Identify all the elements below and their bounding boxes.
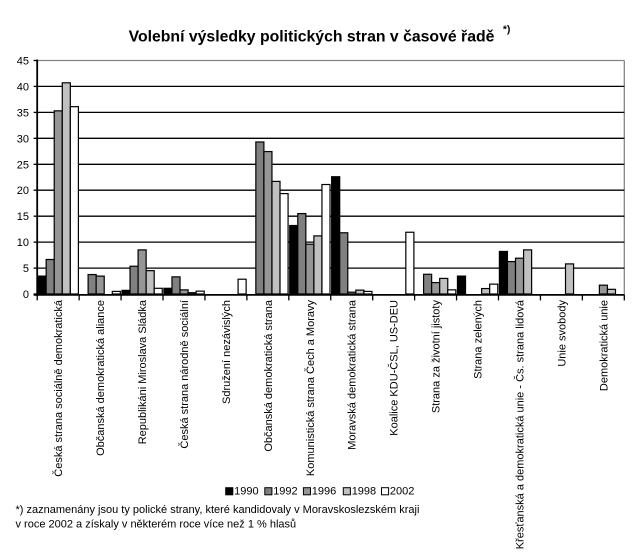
- svg-text:5: 5: [23, 263, 29, 275]
- svg-text:Strana za životní jistoty: Strana za životní jistoty: [431, 300, 443, 414]
- svg-text:Sdružení nezávislých: Sdružení nezávislých: [221, 300, 233, 404]
- svg-text:Občanská demokratická strana: Občanská demokratická strana: [263, 299, 275, 452]
- svg-text:30: 30: [17, 133, 29, 145]
- svg-text:10: 10: [17, 237, 29, 249]
- svg-text:2002: 2002: [390, 486, 414, 498]
- svg-text:Moravská demokratická strana: Moravská demokratická strana: [347, 299, 359, 450]
- svg-text:Křesťanská a demokratická unie: Křesťanská a demokratická unie - Čs. str…: [513, 299, 526, 549]
- svg-text:Volební výsledky politických s: Volební výsledky politických stran v čas…: [129, 23, 511, 45]
- svg-text:1992: 1992: [273, 486, 297, 498]
- svg-text:Česká strana sociálně demokrat: Česká strana sociálně demokratická: [52, 299, 65, 477]
- svg-text:Občanská demokratická aliance: Občanská demokratická aliance: [95, 300, 107, 456]
- svg-text:*) zaznamenány jsou ty polické: *) zaznamenány jsou ty polické strany, k…: [16, 504, 420, 516]
- svg-text:1996: 1996: [312, 486, 336, 498]
- svg-text:20: 20: [17, 185, 29, 197]
- svg-text:Unie svobody: Unie svobody: [556, 300, 568, 367]
- svg-text:v roce 2002 a získaly v někter: v roce 2002 a získaly v některém roce ví…: [16, 519, 297, 531]
- svg-text:1998: 1998: [352, 486, 376, 498]
- svg-text:Česká strana národně sociální: Česká strana národně sociální: [178, 300, 191, 449]
- svg-text:Koalice KDU-ČSL, US-DEU: Koalice KDU-ČSL, US-DEU: [388, 300, 401, 436]
- svg-text:15: 15: [17, 211, 29, 223]
- svg-text:0: 0: [23, 289, 29, 301]
- svg-text:Strana zelených: Strana zelených: [473, 300, 485, 379]
- svg-text:45: 45: [17, 56, 29, 68]
- svg-text:Republikáni Miroslava Sládka: Republikáni Miroslava Sládka: [137, 299, 149, 444]
- svg-text:1990: 1990: [234, 486, 258, 498]
- svg-text:Komunistická strana Čech a Mor: Komunistická strana Čech a Moravy: [304, 300, 317, 477]
- svg-text:40: 40: [17, 81, 29, 93]
- svg-text:35: 35: [17, 107, 29, 119]
- svg-text:25: 25: [17, 159, 29, 171]
- svg-text:Demokratická unie: Demokratická unie: [598, 300, 610, 391]
